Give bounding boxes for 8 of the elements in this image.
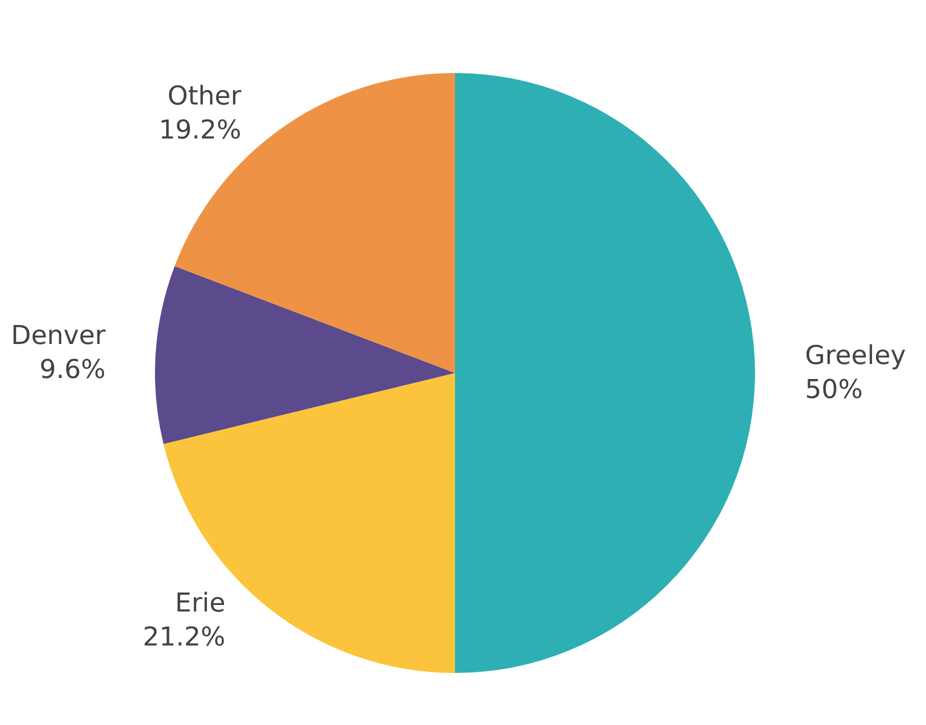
- data-label: 19.2%: [158, 116, 242, 146]
- slice-label: Denver: [11, 321, 106, 352]
- data-label: 9.6%: [40, 355, 106, 386]
- slice-label: Other: [167, 82, 242, 112]
- slice-label: Erie: [175, 588, 226, 619]
- data-label: 21.2%: [142, 622, 226, 653]
- slice-label: Greeley: [805, 341, 906, 371]
- data-label: 50%: [805, 375, 863, 405]
